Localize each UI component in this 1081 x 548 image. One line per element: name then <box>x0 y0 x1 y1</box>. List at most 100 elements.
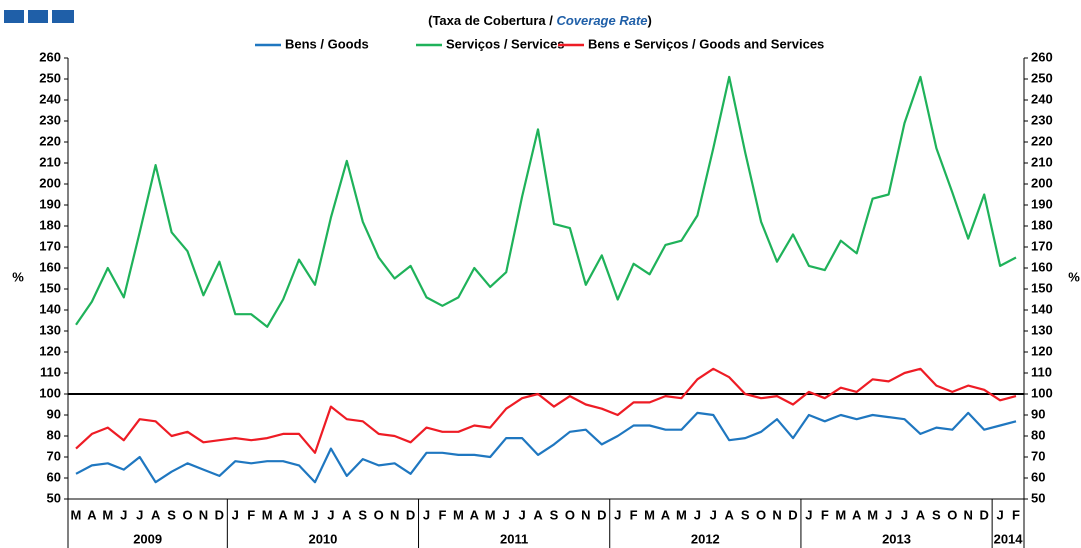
x-tick-label: F <box>438 507 446 522</box>
x-tick-label: O <box>374 507 384 522</box>
x-tick-label: A <box>725 507 735 522</box>
x-tick-label: J <box>901 507 908 522</box>
x-tick-label: O <box>947 507 957 522</box>
x-tick-label: A <box>533 507 543 522</box>
x-tick-label: J <box>503 507 510 522</box>
x-tick-label: M <box>71 507 82 522</box>
y2-tick-label: 150 <box>1031 280 1053 295</box>
y2-tick-label: 220 <box>1031 133 1053 148</box>
x-tick-label: A <box>470 507 480 522</box>
y-tick-label: 230 <box>39 112 61 127</box>
x-tick-label: F <box>1012 507 1020 522</box>
year-label: 2013 <box>882 531 911 546</box>
y-tick-label: 150 <box>39 280 61 295</box>
x-tick-label: M <box>453 507 464 522</box>
x-tick-label: O <box>756 507 766 522</box>
y-tick-label: 250 <box>39 70 61 85</box>
y-tick-label: 240 <box>39 91 61 106</box>
x-tick-label: J <box>996 507 1003 522</box>
x-tick-label: A <box>342 507 352 522</box>
y-tick-label: 190 <box>39 196 61 211</box>
y-tick-label: 120 <box>39 343 61 358</box>
x-tick-label: J <box>232 507 239 522</box>
x-tick-label: J <box>614 507 621 522</box>
year-label: 2012 <box>691 531 720 546</box>
y2-tick-label: 200 <box>1031 175 1053 190</box>
y2-tick-label: 170 <box>1031 238 1053 253</box>
x-tick-label: A <box>661 507 671 522</box>
y-tick-label: 90 <box>47 406 61 421</box>
x-tick-label: A <box>916 507 926 522</box>
y2-tick-label: 140 <box>1031 301 1053 316</box>
y2-tick-label: 190 <box>1031 196 1053 211</box>
y2-tick-label: 230 <box>1031 112 1053 127</box>
x-tick-label: A <box>278 507 288 522</box>
y2-tick-label: 130 <box>1031 322 1053 337</box>
title-part: Coverage Rate <box>556 13 647 28</box>
y2-tick-label: 60 <box>1031 469 1045 484</box>
y-tick-label: 70 <box>47 448 61 463</box>
legend-label: Serviços / Services <box>446 36 565 51</box>
y-tick-label: 100 <box>39 385 61 400</box>
x-tick-label: M <box>294 507 305 522</box>
y2-tick-label: 90 <box>1031 406 1045 421</box>
legend-label: Bens / Goods <box>285 36 369 51</box>
title-part: (Taxa de Cobertura / <box>428 13 556 28</box>
x-tick-label: F <box>821 507 829 522</box>
x-tick-label: N <box>199 507 208 522</box>
y-tick-label: 130 <box>39 322 61 337</box>
chart-title: (Taxa de Cobertura / Coverage Rate) <box>428 13 652 28</box>
y-tick-label: 220 <box>39 133 61 148</box>
x-tick-label: A <box>852 507 862 522</box>
x-tick-label: D <box>788 507 797 522</box>
x-tick-label: S <box>741 507 750 522</box>
x-tick-label: M <box>676 507 687 522</box>
y-axis-label: % <box>1068 269 1080 284</box>
x-tick-label: N <box>772 507 781 522</box>
x-tick-label: F <box>630 507 638 522</box>
y-tick-label: 180 <box>39 217 61 232</box>
x-tick-label: S <box>358 507 367 522</box>
y-tick-label: 140 <box>39 301 61 316</box>
x-tick-label: J <box>694 507 701 522</box>
x-tick-label: J <box>423 507 430 522</box>
y-tick-label: 170 <box>39 238 61 253</box>
x-tick-label: S <box>550 507 559 522</box>
x-tick-label: M <box>485 507 496 522</box>
y2-tick-label: 260 <box>1031 49 1053 64</box>
x-tick-label: N <box>581 507 590 522</box>
x-tick-label: S <box>932 507 941 522</box>
logo <box>4 10 74 23</box>
y2-tick-label: 110 <box>1031 364 1052 379</box>
y-tick-label: 60 <box>47 469 61 484</box>
y-tick-label: 210 <box>39 154 61 169</box>
y-tick-label: 260 <box>39 49 61 64</box>
year-label: 2009 <box>133 531 162 546</box>
x-tick-label: J <box>885 507 892 522</box>
x-tick-label: M <box>835 507 846 522</box>
x-tick-label: S <box>167 507 176 522</box>
x-tick-label: M <box>102 507 113 522</box>
legend-label: Bens e Serviços / Goods and Services <box>588 36 824 51</box>
y-tick-label: 200 <box>39 175 61 190</box>
y-axis-label: % <box>12 269 24 284</box>
y2-tick-label: 50 <box>1031 490 1045 505</box>
y2-tick-label: 80 <box>1031 427 1045 442</box>
y2-tick-label: 250 <box>1031 70 1053 85</box>
x-tick-label: J <box>120 507 127 522</box>
y2-tick-label: 100 <box>1031 385 1053 400</box>
x-tick-label: J <box>136 507 143 522</box>
x-tick-label: J <box>327 507 334 522</box>
x-tick-label: J <box>311 507 318 522</box>
x-tick-label: J <box>805 507 812 522</box>
x-tick-label: D <box>979 507 988 522</box>
y-tick-label: 50 <box>47 490 61 505</box>
x-tick-label: A <box>87 507 97 522</box>
series-line <box>75 411 1017 484</box>
y2-tick-label: 120 <box>1031 343 1053 358</box>
x-tick-label: F <box>247 507 255 522</box>
year-label: 2014 <box>994 531 1024 546</box>
x-tick-label: D <box>597 507 606 522</box>
x-tick-label: M <box>262 507 273 522</box>
